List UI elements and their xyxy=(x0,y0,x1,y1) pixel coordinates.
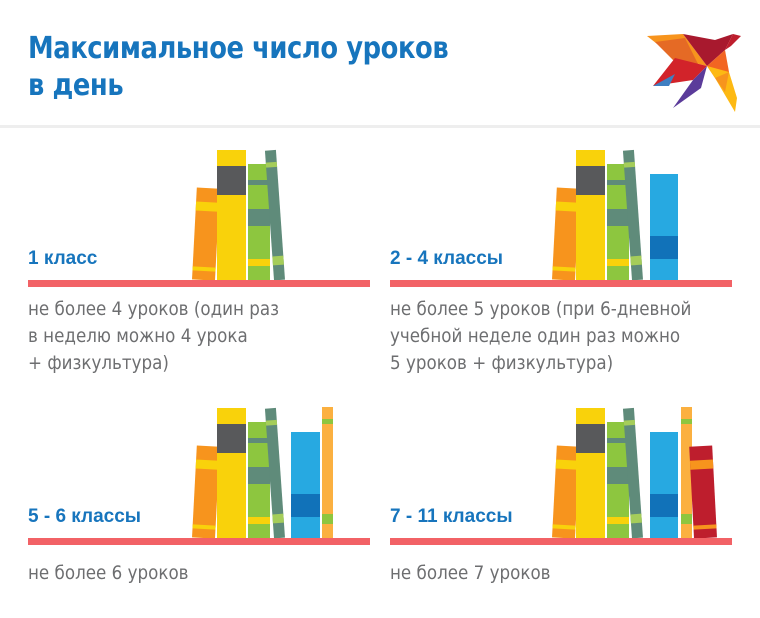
panel-description: не более 7 уроков xyxy=(390,562,551,584)
book-icon xyxy=(192,445,220,539)
book-icon xyxy=(607,164,629,280)
panel-label: 2 - 4 классы xyxy=(390,248,504,269)
panel-label: 5 - 6 классы xyxy=(28,506,142,527)
panel-label: 1 класс xyxy=(28,248,98,269)
panel-description: не более 4 уроков (один раз в неделю мож… xyxy=(28,298,280,374)
book-icon xyxy=(681,407,692,538)
book-icon xyxy=(322,407,333,538)
swallow-bird-logo-icon xyxy=(647,34,741,112)
book-icon xyxy=(192,187,220,281)
book-icon xyxy=(650,432,678,538)
book-icon xyxy=(248,422,270,538)
panel-description: не более 6 уроков xyxy=(28,562,189,584)
title-line-2: в день xyxy=(28,68,124,103)
shelf xyxy=(390,280,732,287)
book-icon xyxy=(217,150,246,280)
book-icon xyxy=(248,164,270,280)
shelf xyxy=(28,280,370,287)
book-icon xyxy=(607,422,629,538)
book-icon xyxy=(650,174,678,280)
book-icon xyxy=(576,408,605,538)
title-line-1: Максимальное число уроков xyxy=(28,31,449,66)
book-icon xyxy=(291,432,320,538)
panel-description: не более 5 уроков (при 6-дневной учебной… xyxy=(390,298,692,374)
shelf xyxy=(390,538,732,545)
book-icon xyxy=(217,408,246,538)
panel-label: 7 - 11 классы xyxy=(390,506,513,527)
shelf xyxy=(28,538,370,545)
book-icon xyxy=(689,445,717,539)
page-title: Максимальное число уроков в день xyxy=(28,30,449,104)
header-divider xyxy=(0,125,760,128)
book-icon xyxy=(576,150,605,280)
